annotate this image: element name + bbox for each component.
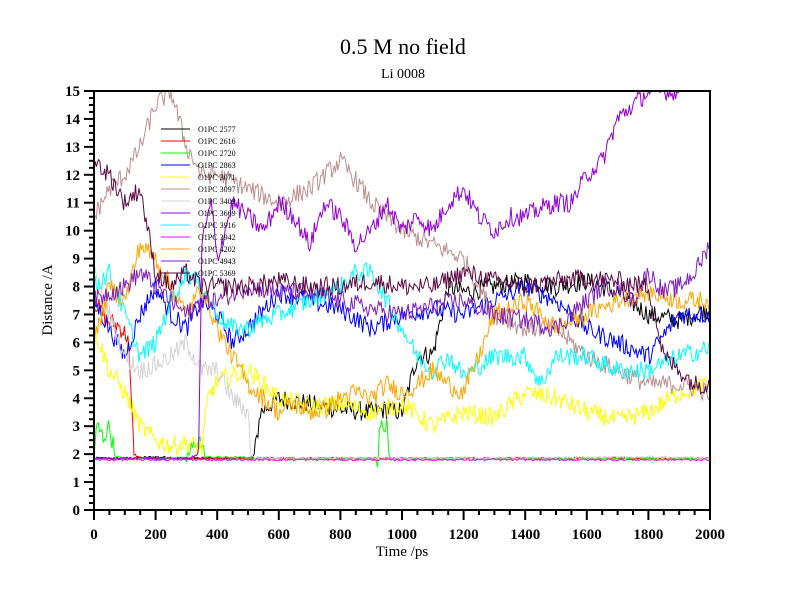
chart-subtitle: Li 0008 [381, 67, 425, 82]
legend-label: O1PC 2616 [198, 137, 236, 146]
y-axis-label: Distance /A [40, 264, 56, 335]
legend-label: O1PC 2577 [198, 125, 236, 134]
x-tick-label: 600 [268, 527, 291, 543]
y-tick-label: 8 [73, 280, 81, 296]
x-tick-label: 1600 [572, 527, 602, 543]
y-tick-label: 0 [73, 503, 81, 519]
series-line-o1pc-3409 [93, 263, 711, 461]
legend-label: O1PC 3097 [198, 185, 236, 194]
x-tick-label: 400 [206, 527, 229, 543]
chart-title: 0.5 M no field [340, 34, 466, 59]
legend-label: O1PC 3071 [198, 173, 236, 182]
series-line-o1pc-3916 [93, 262, 711, 386]
y-tick-label: 3 [73, 419, 81, 435]
y-tick-label: 13 [65, 140, 80, 156]
x-tick-label: 200 [144, 527, 167, 543]
y-tick-label: 6 [73, 335, 81, 351]
x-tick-label: 1000 [387, 527, 417, 543]
y-tick-label: 9 [73, 252, 81, 268]
series-line-o1pc-3097 [94, 90, 711, 402]
legend-label: O1PC 3409 [198, 197, 236, 206]
x-tick-label: 1400 [510, 527, 540, 543]
series-line-o1pc-3669 [93, 89, 680, 461]
legend: O1PC 2577 O1PC 2616 O1PC 2720 O1PC 2863 O1PC… [161, 125, 236, 278]
legend-label: O1PC 5369 [198, 269, 236, 278]
series-layer [93, 89, 711, 468]
y-tick-label: 4 [73, 391, 81, 407]
series-line-o1pc-3942 [93, 457, 711, 462]
x-axis-ticks: 0 200 400 600 800 1000 1200 1400 1600 1800 2000 [90, 510, 725, 543]
y-tick-label: 10 [65, 224, 80, 240]
y-tick-label: 12 [65, 168, 80, 184]
series-line-o1pc-3071 [93, 323, 711, 456]
y-tick-label: 14 [65, 112, 81, 128]
y-tick-label: 7 [73, 307, 81, 323]
series-line-o1pc-4943 [93, 242, 711, 338]
y-tick-label: 11 [66, 196, 80, 212]
x-tick-label: 0 [90, 527, 98, 543]
legend-label: O1PC 4202 [198, 245, 236, 254]
y-tick-label: 1 [73, 475, 81, 491]
x-axis-label: Time /ps [376, 544, 429, 560]
x-tick-label: 1800 [633, 527, 663, 543]
legend-label: O1PC 4943 [198, 257, 236, 266]
legend-label: O1PC 3669 [198, 209, 236, 218]
y-tick-label: 2 [73, 447, 81, 463]
y-tick-label: 5 [73, 363, 81, 379]
legend-label: O1PC 2863 [198, 161, 236, 170]
series-line-o1pc-2863 [93, 278, 711, 365]
series-line-o1pc-5369 [93, 158, 711, 395]
y-tick-label: 15 [65, 84, 80, 100]
legend-label: O1PC 3942 [198, 233, 236, 242]
legend-label: O1PC 3916 [198, 221, 236, 230]
x-tick-label: 1200 [449, 527, 479, 543]
legend-label: O1PC 2720 [198, 149, 236, 158]
x-tick-label: 2000 [695, 527, 725, 543]
series-line-o1pc-4202 [93, 242, 711, 422]
x-tick-label: 800 [329, 527, 352, 543]
